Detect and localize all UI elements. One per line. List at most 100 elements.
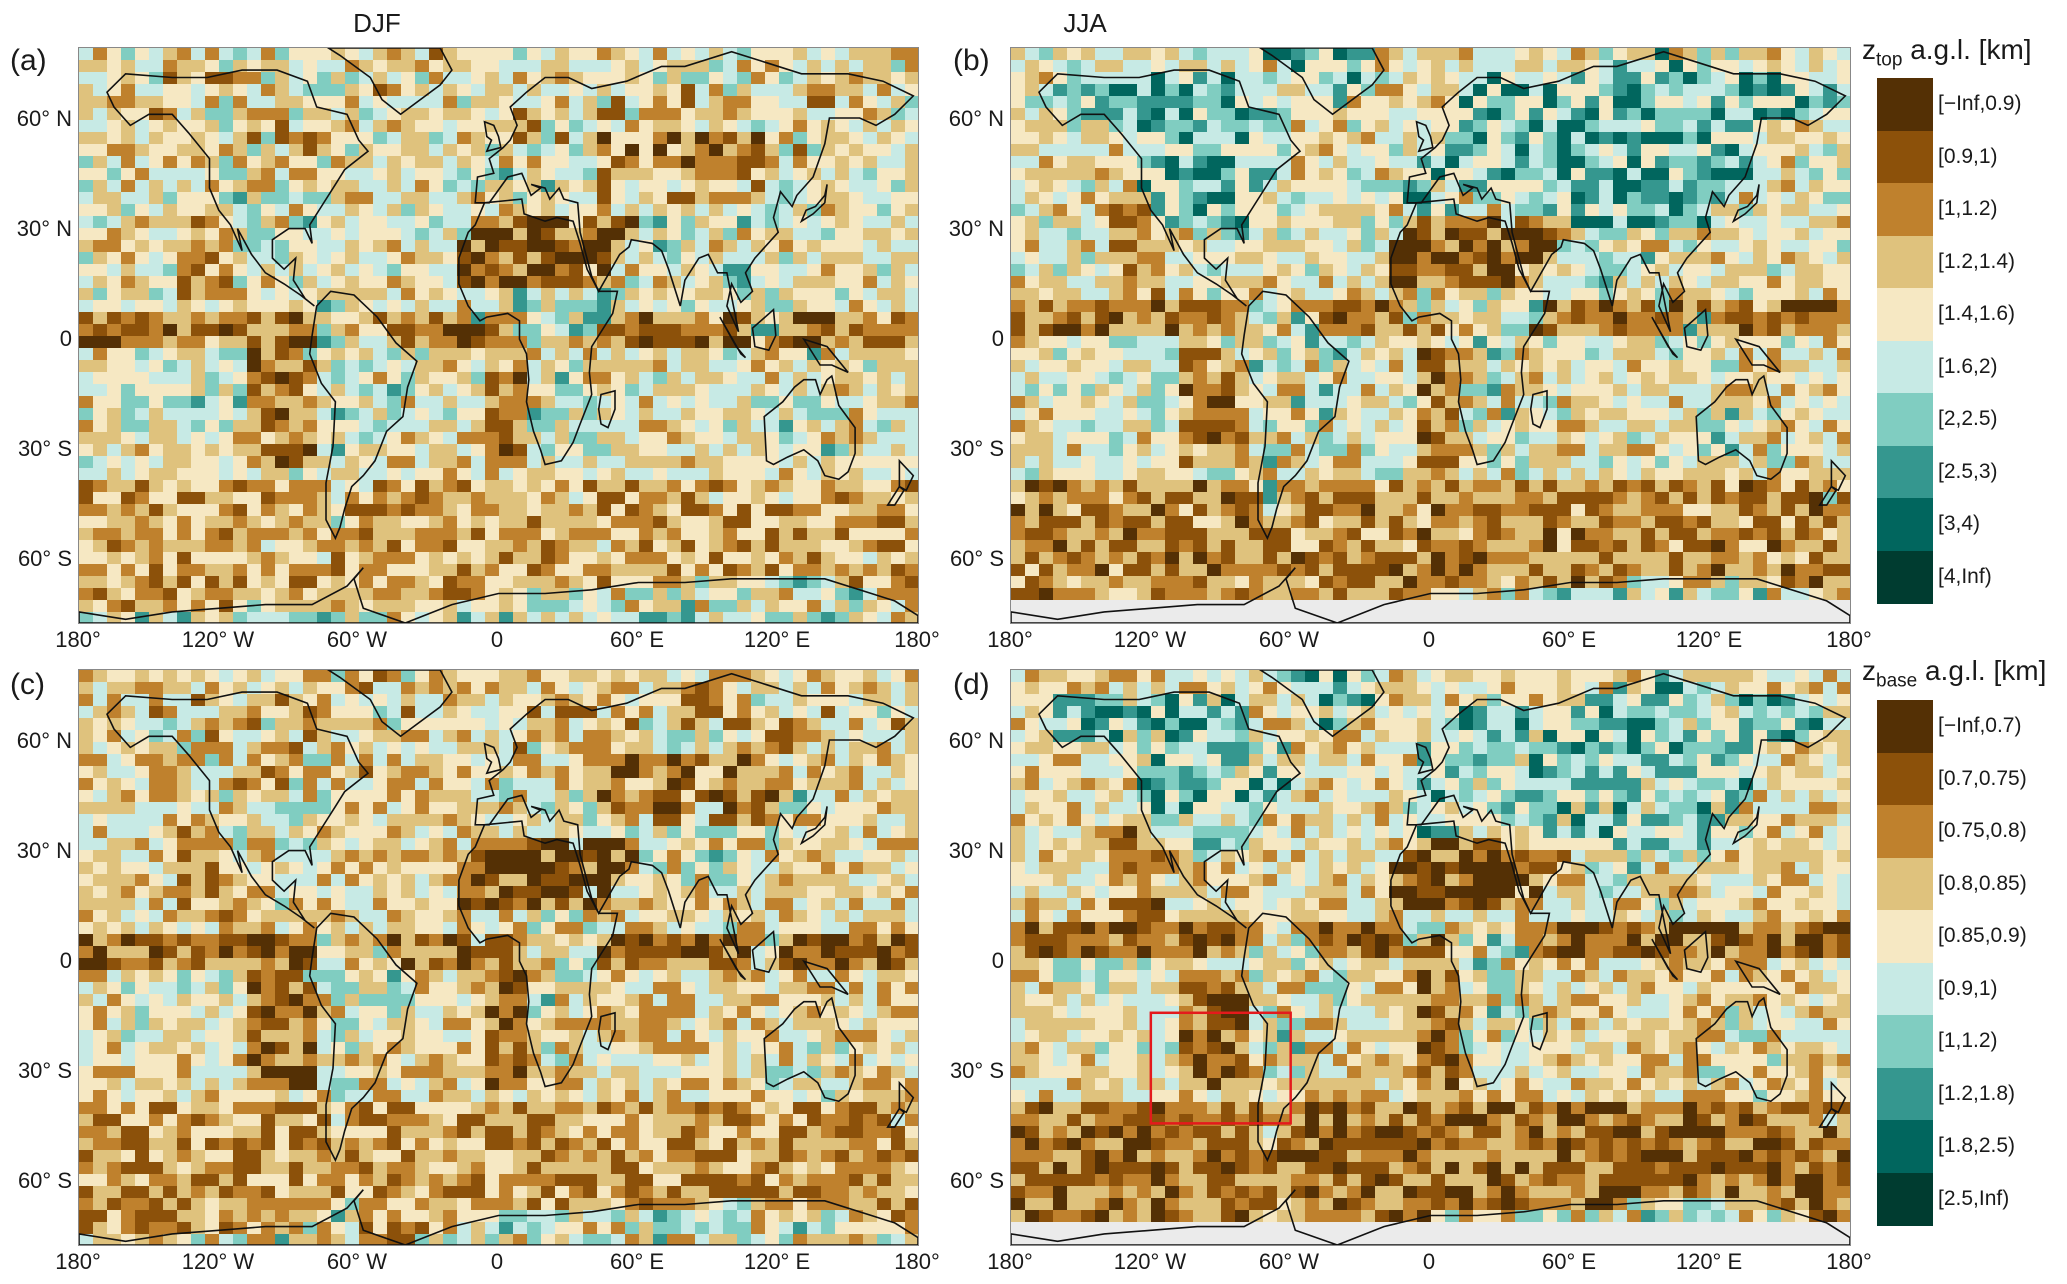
map-svg xyxy=(79,48,918,623)
coastline xyxy=(1240,912,1350,1163)
legend-swatch xyxy=(1877,962,1933,1016)
lon-tick-120w-b: 120° W xyxy=(1113,627,1187,652)
lon-tick-120w-d: 120° W xyxy=(1113,1249,1187,1274)
panel-label-c: (c) xyxy=(10,668,45,701)
lat-tick-30n-a: 30° N xyxy=(16,216,72,241)
coastline xyxy=(597,389,616,429)
legend-swatch xyxy=(1877,550,1933,604)
coastline xyxy=(898,1080,915,1114)
lon-tick-180w-c: 180° xyxy=(55,1249,101,1274)
coastline xyxy=(1818,485,1838,506)
panel-label-d: (d) xyxy=(953,668,990,701)
coastline xyxy=(898,458,915,492)
coastline xyxy=(474,50,915,333)
legend-swatch xyxy=(1877,752,1933,806)
coastline xyxy=(719,938,747,981)
lon-tick-180w-b: 180° xyxy=(987,627,1033,652)
coastline xyxy=(1683,308,1709,352)
lon-tick-60w-c: 60° W xyxy=(326,1249,388,1274)
coastline xyxy=(1038,69,1302,307)
coastline xyxy=(483,742,502,775)
lon-tick-60e-b: 60° E xyxy=(1541,627,1597,652)
map-panel-b xyxy=(1010,47,1851,624)
coastline xyxy=(1651,316,1679,359)
legend-swatch xyxy=(1877,1120,1933,1173)
lon-tick-120e-c: 120° E xyxy=(743,1249,811,1274)
coastline xyxy=(1258,670,1385,738)
lon-tick-120w-a: 120° W xyxy=(181,627,255,652)
lat-tick-30n-d: 30° N xyxy=(948,838,1004,863)
legend-swatch xyxy=(1877,910,1933,963)
lon-tick-60w-d: 60° W xyxy=(1258,1249,1320,1274)
coastline xyxy=(1529,389,1548,429)
lat-tick-30n-c: 30° N xyxy=(16,838,72,863)
coastline xyxy=(1830,458,1847,492)
coastline xyxy=(79,1189,918,1245)
lat-tick-60s-b: 60° S xyxy=(949,546,1004,571)
legend-swatch xyxy=(1877,1172,1933,1226)
coastline xyxy=(1651,938,1679,981)
coastline xyxy=(79,567,918,623)
legend-swatch xyxy=(1877,857,1933,911)
coastline xyxy=(886,485,906,506)
coastline xyxy=(1683,930,1709,974)
legend-bin-label: [1.2,1.8) xyxy=(1938,1081,2016,1105)
coastline xyxy=(1830,1080,1847,1114)
lat-tick-60n-c: 60° N xyxy=(16,728,72,753)
legend-bin-label: [2.5,3) xyxy=(1938,459,1998,483)
coastline xyxy=(308,290,418,541)
legend-swatch xyxy=(1877,340,1933,394)
lon-tick-60w-a: 60° W xyxy=(326,627,388,652)
coastline xyxy=(1415,120,1434,153)
legend-bin-label: [4,Inf) xyxy=(1938,564,1992,588)
coastline xyxy=(719,316,747,359)
lat-tick-30s-a: 30° S xyxy=(17,436,72,461)
coastline xyxy=(597,1011,616,1051)
coastline xyxy=(801,959,849,996)
lon-tick-180w-a: 180° xyxy=(55,627,101,652)
coastline xyxy=(458,198,619,466)
lon-tick-0-b: 0 xyxy=(1422,627,1436,652)
lat-tick-30s-b: 30° S xyxy=(949,436,1004,461)
lon-tick-60e-c: 60° E xyxy=(609,1249,665,1274)
legend-bin-label: [0.9,1) xyxy=(1938,976,1998,1000)
lon-tick-120e-a: 120° E xyxy=(743,627,811,652)
lon-tick-60w-b: 60° W xyxy=(1258,627,1320,652)
legend-title-ztop-sub: top xyxy=(1876,49,1903,71)
legend-swatch xyxy=(1877,235,1933,289)
legend-swatch xyxy=(1877,1015,1933,1068)
lon-tick-120w-c: 120° W xyxy=(181,1249,255,1274)
map-svg xyxy=(1011,48,1850,623)
coastline xyxy=(1406,50,1847,333)
data-raster xyxy=(1011,670,1850,1245)
lon-tick-180w-d: 180° xyxy=(987,1249,1033,1274)
legend-title-ztop: ztop a.g.l. [km] xyxy=(1862,34,2032,72)
coastline xyxy=(326,48,453,116)
lat-tick-60s-c: 60° S xyxy=(17,1168,72,1193)
lat-tick-60n-d: 60° N xyxy=(948,728,1004,753)
coastline xyxy=(458,820,619,1088)
coastline xyxy=(1415,742,1434,775)
coastline xyxy=(1695,374,1788,481)
legend-swatch xyxy=(1877,393,1933,446)
coastline xyxy=(1038,691,1302,929)
coastline xyxy=(1390,198,1551,466)
data-raster xyxy=(79,670,918,1245)
panel-label-b: (b) xyxy=(953,44,990,77)
coastline xyxy=(326,670,453,738)
coastline xyxy=(1818,1107,1838,1128)
coastline xyxy=(1258,48,1385,116)
legend-bin-label: [−Inf,0.7) xyxy=(1938,714,2022,737)
data-raster xyxy=(79,48,918,623)
lon-tick-0-d: 0 xyxy=(1422,1249,1436,1274)
legend-swatch xyxy=(1877,130,1933,184)
legend-bin-label: [2.5,Inf) xyxy=(1938,1186,2010,1210)
highlight-box xyxy=(1149,1011,1292,1125)
lat-tick-60n-b: 60° N xyxy=(948,106,1004,131)
lat-tick-60s-d: 60° S xyxy=(949,1168,1004,1193)
map-panel-a xyxy=(78,47,919,624)
legend-bin-label: [−Inf,0.9) xyxy=(1938,92,2022,115)
coastline xyxy=(763,996,856,1103)
legend-bin-label: [1.6,2) xyxy=(1938,354,1998,378)
coastline xyxy=(483,120,502,153)
